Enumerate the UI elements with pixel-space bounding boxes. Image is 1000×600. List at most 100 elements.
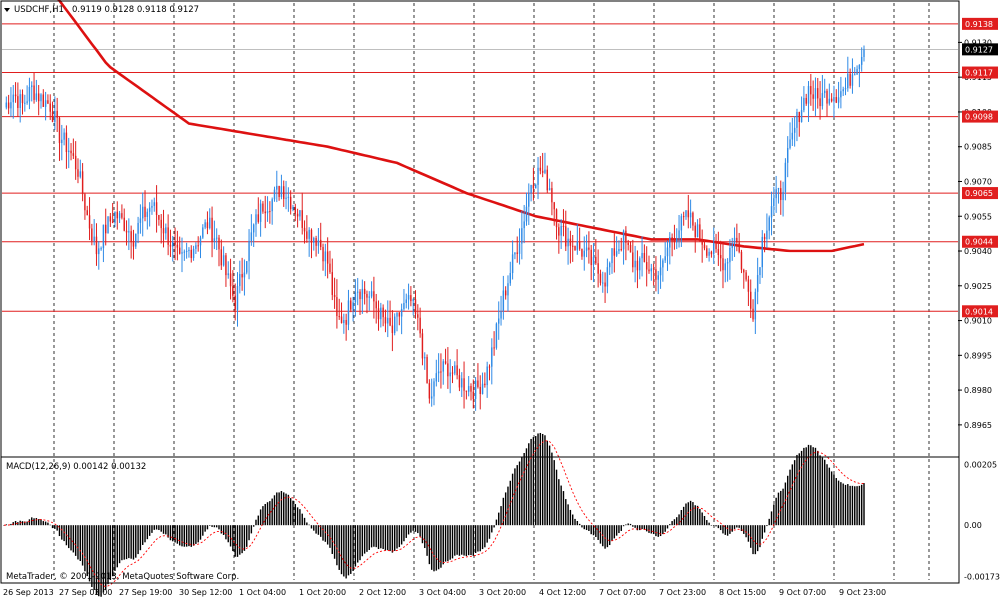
macd-bar <box>262 506 264 526</box>
candle-body <box>433 381 435 397</box>
macd-bar <box>722 525 724 534</box>
macd-bar <box>611 525 613 541</box>
macd-bar <box>537 433 539 526</box>
macd-bar <box>280 491 283 526</box>
macd-bar <box>181 525 183 547</box>
macd-bar <box>93 525 95 590</box>
candle-body <box>410 295 412 302</box>
macd-bar <box>491 525 493 533</box>
x-tick-label: 4 Oct 12:00 <box>539 588 586 597</box>
macd-bar <box>835 478 837 526</box>
macd-bar <box>266 502 269 526</box>
candle-body <box>190 249 192 259</box>
level-tag <box>962 17 998 30</box>
macd-bar <box>692 502 694 526</box>
ohlc-readout: 0.9119 0.9128 0.9118 0.9127 <box>72 5 199 15</box>
candle-body <box>398 312 401 317</box>
macd-bar <box>627 523 629 526</box>
candle-body <box>151 205 153 208</box>
macd-bar <box>343 525 345 577</box>
macd-bar <box>502 497 505 526</box>
candle-body <box>680 216 683 231</box>
macd-bar <box>421 525 424 544</box>
macd-bar <box>317 525 320 535</box>
candle-body <box>511 254 514 274</box>
candle-body <box>687 210 690 218</box>
macd-bar <box>3 525 5 526</box>
macd-bar <box>167 525 169 538</box>
macd-bar <box>185 525 188 547</box>
candle-body <box>736 237 738 243</box>
macd-bar <box>689 500 692 526</box>
macd-bar <box>546 440 548 526</box>
macd-bar <box>817 450 819 526</box>
candle-body <box>673 238 676 243</box>
macd-bar <box>250 525 253 534</box>
macd-bar <box>114 525 116 571</box>
macd-bar <box>736 525 738 528</box>
x-tick-label: 2 Oct 12:00 <box>359 588 406 597</box>
macd-bar <box>495 519 498 526</box>
candle-body <box>625 230 627 243</box>
candle-body <box>719 255 722 259</box>
macd-bar <box>560 485 562 526</box>
macd-bar <box>608 525 611 546</box>
candle-body <box>498 318 500 324</box>
macd-bar <box>128 525 130 559</box>
macd-bar <box>218 525 220 530</box>
candle-body <box>430 396 433 399</box>
candle-body <box>710 251 713 255</box>
candle-body <box>773 198 775 207</box>
macd-bar <box>121 525 123 561</box>
candle-body <box>551 188 553 203</box>
macd-bar <box>98 525 100 597</box>
macd-bar <box>234 525 236 557</box>
candle-body <box>740 251 743 270</box>
candle-body <box>162 228 165 234</box>
candle-body <box>213 238 216 242</box>
macd-bar <box>823 459 826 526</box>
macd-bar <box>229 525 232 547</box>
candle-body <box>264 211 266 214</box>
candle-body <box>276 185 278 190</box>
candle-body <box>507 283 509 296</box>
macd-bar <box>703 515 706 526</box>
macd-bar <box>578 523 581 526</box>
macd-bar <box>40 519 42 526</box>
macd-bar <box>410 525 412 533</box>
macd-bar <box>666 525 669 529</box>
candle-body <box>176 244 179 248</box>
candle-body <box>481 383 484 394</box>
macd-bar <box>773 504 775 526</box>
macd-bar <box>830 471 833 526</box>
candle-body <box>613 248 616 256</box>
macd-bar <box>477 525 479 552</box>
candle-body <box>317 239 320 246</box>
macd-bar <box>680 510 683 526</box>
candle-body <box>789 139 791 148</box>
candle-body <box>567 238 569 247</box>
candle-body <box>359 291 361 300</box>
candle-body <box>250 232 253 241</box>
x-tick-label: 8 Oct 15:00 <box>719 588 766 597</box>
candle-body <box>202 227 204 238</box>
candle-body <box>682 216 685 218</box>
chart-menu-icon[interactable] <box>4 8 10 12</box>
macd-bar <box>645 525 648 532</box>
macd-bar <box>162 525 165 534</box>
macd-bar <box>209 525 211 526</box>
candle-body <box>821 93 824 107</box>
macd-bar <box>178 525 181 546</box>
macd-bar <box>805 447 807 526</box>
candle-body <box>243 272 246 278</box>
macd-bar <box>419 525 421 537</box>
macd-bar <box>826 464 828 526</box>
candle-body <box>618 248 620 252</box>
macd-bar <box>518 461 521 526</box>
candle-body <box>805 97 807 104</box>
candle-body <box>292 207 294 210</box>
candle-body <box>488 366 491 368</box>
macd-bar <box>488 525 491 539</box>
candle-body <box>854 74 856 76</box>
macd-bar <box>745 525 747 538</box>
